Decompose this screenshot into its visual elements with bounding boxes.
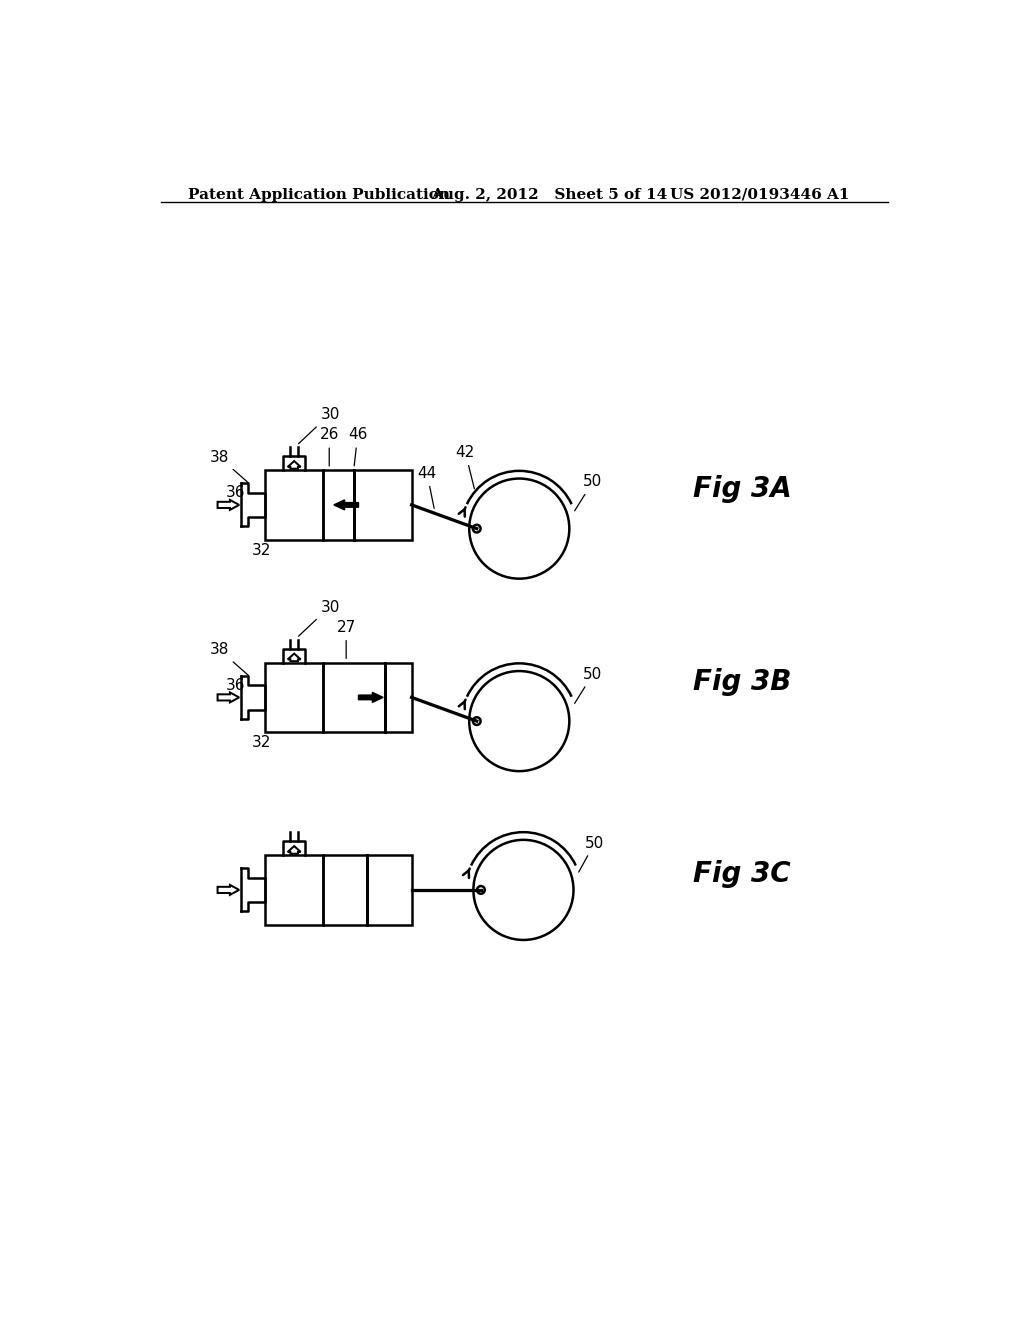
Bar bbox=[265, 663, 323, 733]
Text: 36: 36 bbox=[226, 486, 246, 500]
Bar bbox=[323, 470, 412, 540]
Text: US 2012/0193446 A1: US 2012/0193446 A1 bbox=[670, 187, 849, 202]
Text: Patent Application Publication: Patent Application Publication bbox=[188, 187, 451, 202]
FancyArrow shape bbox=[288, 461, 301, 469]
Text: 38: 38 bbox=[210, 643, 249, 676]
FancyArrow shape bbox=[217, 500, 240, 510]
Text: 36: 36 bbox=[226, 677, 246, 693]
Text: 27: 27 bbox=[337, 620, 355, 659]
Circle shape bbox=[473, 717, 480, 725]
Text: 38: 38 bbox=[210, 450, 249, 483]
Text: 44: 44 bbox=[418, 466, 436, 508]
Bar bbox=[265, 855, 323, 924]
Text: 26: 26 bbox=[319, 428, 339, 466]
Text: 50: 50 bbox=[574, 474, 602, 511]
Circle shape bbox=[473, 525, 480, 532]
Text: 32: 32 bbox=[252, 735, 271, 751]
Text: 32: 32 bbox=[252, 543, 271, 558]
Bar bbox=[323, 855, 412, 924]
Text: Fig 3B: Fig 3B bbox=[692, 668, 791, 696]
Circle shape bbox=[477, 886, 484, 894]
FancyArrow shape bbox=[288, 653, 301, 661]
Bar bbox=[265, 470, 323, 540]
Bar bbox=[323, 663, 412, 733]
Text: Aug. 2, 2012   Sheet 5 of 14: Aug. 2, 2012 Sheet 5 of 14 bbox=[431, 187, 667, 202]
Text: 42: 42 bbox=[456, 445, 475, 488]
FancyArrow shape bbox=[288, 846, 301, 854]
Text: 30: 30 bbox=[299, 599, 341, 636]
Text: 50: 50 bbox=[579, 836, 604, 873]
FancyArrow shape bbox=[334, 500, 358, 510]
Text: 50: 50 bbox=[574, 667, 602, 704]
FancyArrow shape bbox=[358, 693, 383, 702]
Text: 30: 30 bbox=[299, 408, 341, 444]
FancyArrow shape bbox=[217, 884, 240, 895]
Text: Fig 3C: Fig 3C bbox=[692, 861, 791, 888]
Text: 46: 46 bbox=[348, 428, 368, 466]
FancyArrow shape bbox=[217, 693, 240, 702]
Text: Fig 3A: Fig 3A bbox=[692, 475, 792, 503]
